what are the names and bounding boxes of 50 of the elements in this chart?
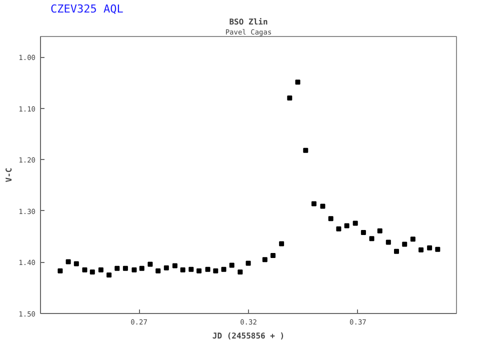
point [246,260,251,266]
point [287,96,292,101]
y-axis-title: V-C [4,168,14,182]
point [221,266,226,272]
point [402,242,408,247]
chart-subtitle: BSO Zlin [229,18,268,26]
point [262,257,268,262]
point [98,267,104,272]
point [418,247,424,252]
point [132,267,137,272]
point [386,240,391,245]
point [344,223,350,228]
point [352,220,358,226]
point [320,204,326,209]
point [238,269,243,274]
point [172,263,178,268]
point [394,248,400,254]
point [66,259,71,264]
point [360,230,366,235]
point [74,261,79,266]
point [229,262,234,268]
point [205,266,210,272]
point [435,246,440,252]
point [270,253,276,258]
point [369,236,374,242]
point [311,201,316,206]
point [295,80,300,85]
point [279,241,284,246]
point [156,268,161,274]
point [303,148,308,153]
point [213,268,218,274]
point [188,266,194,272]
point [196,268,202,274]
point [377,228,382,234]
point [90,269,95,274]
point [328,216,334,222]
point [122,266,128,271]
point [106,272,112,278]
point [139,266,144,271]
point [82,267,88,272]
x-axis-title: JD (2455856 + ) [212,332,285,340]
point [164,265,169,270]
point [180,267,186,272]
point [427,245,432,250]
point [58,268,63,274]
point [114,266,120,271]
point [410,236,416,242]
point [148,262,153,267]
chart-title: CZEV325 AQL [50,2,124,16]
point [336,226,342,232]
